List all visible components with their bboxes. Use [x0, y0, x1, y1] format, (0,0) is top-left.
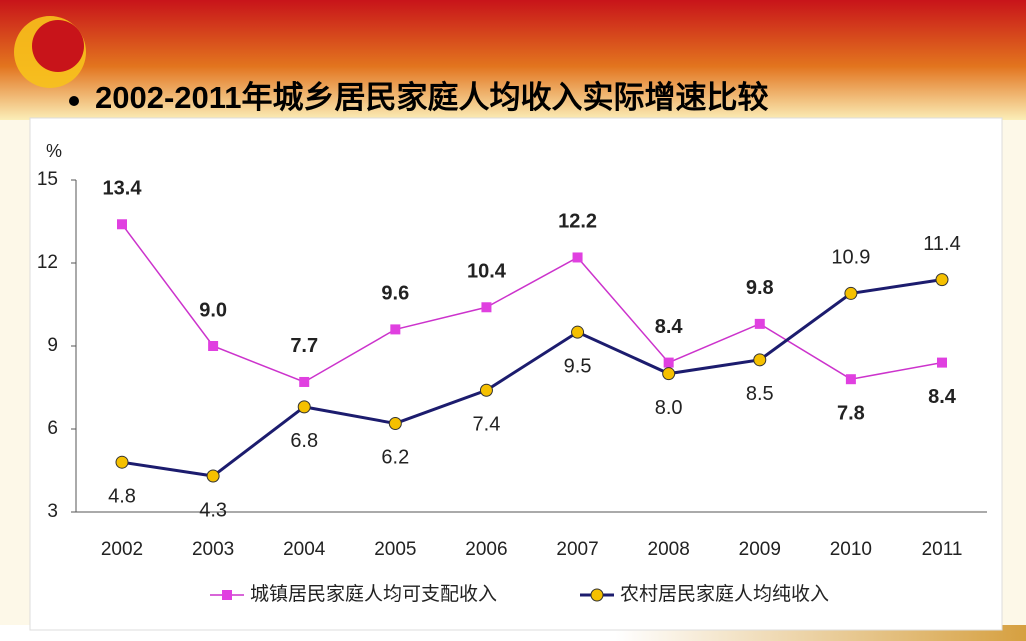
x-tick-label: 2006 [465, 539, 507, 560]
marker [117, 219, 127, 230]
y-tick-label: 15 [37, 169, 58, 190]
marker [390, 324, 401, 335]
emblem-cut [32, 20, 84, 72]
marker [753, 353, 767, 367]
marker [208, 341, 219, 351]
marker [937, 357, 947, 368]
marker [571, 325, 585, 339]
value-label: 8.0 [655, 397, 683, 419]
value-label: 9.5 [564, 355, 592, 377]
banner [0, 0, 1026, 120]
value-label: 11.4 [923, 233, 960, 255]
value-label: 7.8 [837, 402, 865, 424]
marker [388, 416, 402, 430]
value-label: 8.4 [928, 386, 957, 408]
value-label: 6.8 [290, 430, 318, 452]
value-label: 4.8 [108, 485, 136, 507]
value-label: 9.8 [746, 277, 774, 299]
value-label: 10.9 [831, 247, 870, 269]
x-tick-label: 2010 [830, 539, 872, 560]
marker [663, 357, 674, 368]
series-line [121, 223, 943, 383]
y-tick-label: 3 [47, 501, 58, 522]
y-tick-label: 12 [37, 252, 58, 273]
marker [662, 367, 676, 381]
y-tick-label: 6 [47, 418, 58, 439]
marker [481, 302, 492, 313]
legend-label: 农村居民家庭人均纯收入 [620, 583, 829, 605]
value-label: 9.6 [381, 283, 409, 305]
chart-panel [29, 117, 1003, 631]
value-label: 8.4 [655, 316, 684, 338]
x-tick-label: 2009 [739, 539, 781, 560]
marker [754, 318, 765, 329]
value-label: 13.4 [103, 178, 143, 200]
value-label: 10.4 [467, 261, 507, 283]
marker [572, 252, 583, 263]
x-tick-label: 2011 [922, 539, 963, 560]
x-tick-label: 2008 [648, 539, 690, 560]
y-axis-unit: % [46, 141, 62, 161]
marker [844, 286, 858, 300]
series-line [121, 278, 943, 478]
chart-title: 2002-2011年城乡居民家庭人均收入实际增速比较 [95, 80, 769, 115]
marker [479, 383, 493, 397]
value-label: 9.0 [199, 299, 227, 321]
value-label: 6.2 [381, 447, 409, 469]
value-label: 12.2 [558, 211, 597, 233]
marker [297, 400, 311, 414]
y-tick-label: 9 [47, 335, 58, 356]
marker [299, 376, 310, 387]
value-label: 8.5 [746, 383, 774, 405]
legend-label: 城镇居民家庭人均可支配收入 [250, 583, 497, 605]
value-label: 4.3 [199, 499, 227, 521]
x-tick-label: 2004 [283, 539, 326, 560]
marker [115, 455, 129, 469]
value-label: 7.4 [473, 414, 501, 436]
bullet [69, 96, 79, 106]
marker [935, 273, 949, 287]
x-tick-label: 2007 [556, 539, 598, 560]
x-tick-label: 2005 [374, 539, 416, 560]
legend-marker [222, 590, 232, 600]
legend-marker [590, 588, 604, 602]
marker [845, 374, 856, 385]
marker [206, 469, 220, 483]
value-label: 7.7 [290, 335, 318, 357]
x-tick-label: 2002 [101, 539, 143, 560]
x-tick-label: 2003 [192, 539, 234, 560]
